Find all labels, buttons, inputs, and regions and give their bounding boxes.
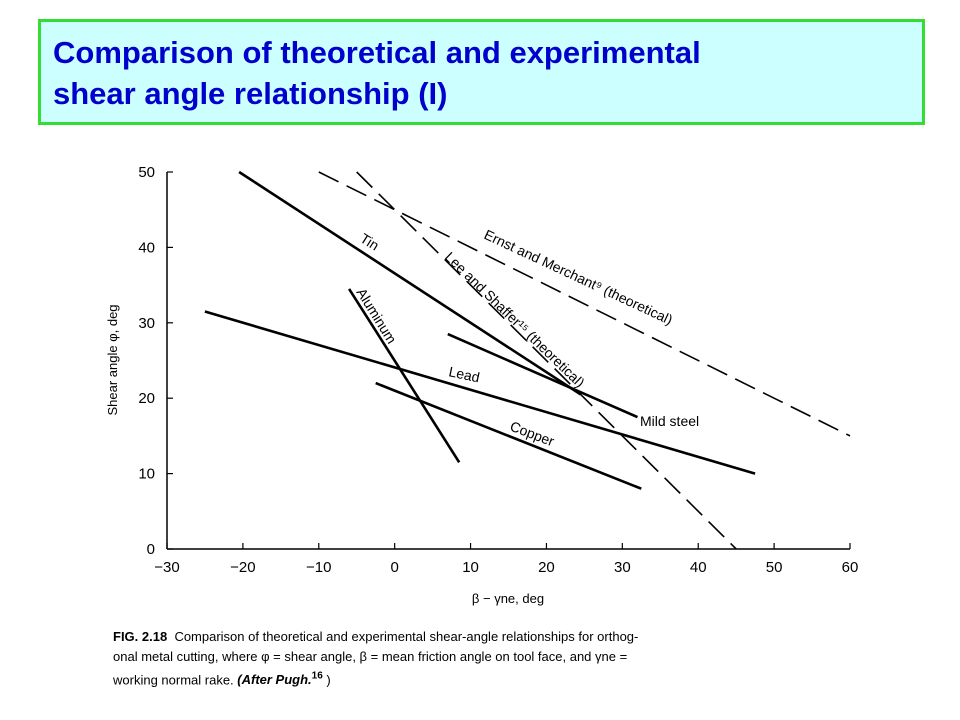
- label-mild-steel: Mild steel: [640, 413, 699, 429]
- series-line-1: [356, 171, 737, 550]
- caption-line-1: Comparison of theoretical and experiment…: [174, 629, 639, 644]
- y-tick-label: 50: [138, 164, 155, 181]
- x-tick-label: 30: [614, 559, 631, 576]
- figure-caption: FIG. 2.18 Comparison of theoretical and …: [113, 627, 873, 690]
- series-line-4: [204, 310, 756, 475]
- series-line-0: [318, 171, 851, 437]
- y-tick-label: 40: [138, 239, 155, 256]
- x-tick-label: −20: [230, 559, 255, 576]
- y-axis-label: Shear angle φ, deg: [105, 304, 120, 415]
- series-line-2: [238, 170, 582, 396]
- slide-title: Comparison of theoretical and experiment…: [53, 32, 913, 114]
- series-line-5: [375, 381, 642, 490]
- x-tick-label: −30: [154, 559, 179, 576]
- x-tick-label: 50: [766, 559, 783, 576]
- y-tick-label: 0: [147, 541, 155, 558]
- caption-ref-number: 16: [311, 671, 323, 682]
- caption-close-paren: ): [326, 672, 331, 688]
- title-box: Comparison of theoretical and experiment…: [38, 19, 925, 125]
- caption-fig-number: FIG. 2.18: [113, 629, 168, 644]
- y-tick-label: 10: [138, 466, 155, 483]
- x-tick-label: 60: [842, 559, 859, 576]
- label-lead: Lead: [447, 363, 481, 385]
- series-labels: Ernst and Merchant⁹ (theoretical) Lee an…: [353, 226, 699, 449]
- y-tick-label: 20: [138, 390, 155, 407]
- x-tick-label: 10: [462, 559, 479, 576]
- caption-after-pugh: (After Pugh.: [237, 672, 312, 688]
- caption-line-2: onal metal cutting, where φ = shear angl…: [113, 649, 628, 664]
- label-aluminum: Aluminum: [353, 285, 400, 346]
- slide-title-line-1: Comparison of theoretical and experiment…: [53, 35, 701, 70]
- series-line-6: [447, 332, 639, 419]
- x-tick-label: 0: [390, 559, 398, 576]
- caption-line-3: working normal rake.: [113, 672, 234, 688]
- x-tick-label: −10: [306, 559, 331, 576]
- series-lines: [204, 170, 851, 550]
- y-tick-label: 30: [138, 315, 155, 332]
- y-ticks: 0 10 20 30 40 50: [138, 164, 173, 558]
- x-ticks: −30 −20 −10 0 10 20 30 40 50 60: [154, 543, 858, 576]
- series-line-3: [348, 288, 461, 463]
- x-tick-label: 20: [538, 559, 555, 576]
- slide-title-line-2: shear angle relationship (I): [53, 76, 448, 111]
- x-tick-label: 40: [690, 559, 707, 576]
- x-axis-label: β − γne, deg: [472, 591, 544, 606]
